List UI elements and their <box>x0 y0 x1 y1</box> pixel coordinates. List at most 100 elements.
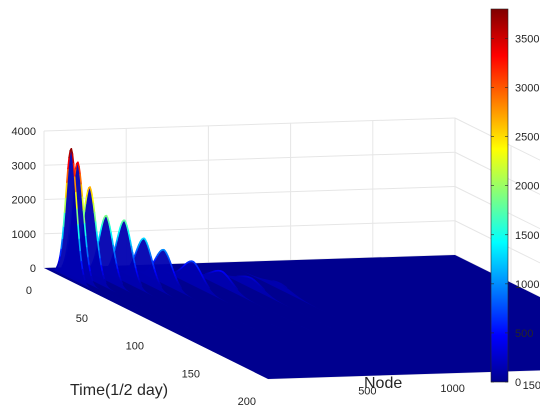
ridge-crest-segment <box>68 150 72 159</box>
ridge-crest-segment <box>81 196 85 212</box>
x-tick-label: 200 <box>238 396 256 405</box>
ridge-crest-segment <box>70 147 74 155</box>
colorbar-tick-label: 2500 <box>515 132 539 144</box>
ridge-crest-segment <box>60 237 64 249</box>
ridge-crest-segment <box>107 221 111 228</box>
y-axis-label: Node <box>364 375 402 392</box>
ridge-crest-segment <box>92 202 96 214</box>
ridge-crest-segment <box>116 235 119 242</box>
ridge-crest-segment <box>84 195 88 205</box>
surface-ridge <box>48 148 184 335</box>
ridge-crest-segment <box>132 257 136 265</box>
ridge-crest-segment <box>120 280 123 285</box>
ridge-crest-segment <box>80 184 84 199</box>
ridge-crest-segment <box>207 285 210 289</box>
surface-ridge <box>224 262 360 329</box>
surface-layer <box>44 147 540 379</box>
ridge-crest-segment <box>85 190 89 198</box>
surface-ridge <box>126 249 261 332</box>
ridge-crest-segment <box>83 202 87 213</box>
z-tick-label: 1000 <box>12 229 36 241</box>
z-tick-label: 0 <box>30 263 36 275</box>
ridge-crest-segment <box>130 245 134 254</box>
ridge-crest-segment <box>83 223 87 238</box>
ridge-crest-segment <box>71 153 75 165</box>
ridge-crest-segment <box>112 244 116 254</box>
surface-ridge <box>55 162 190 335</box>
ridge-crest-segment <box>235 286 238 290</box>
surface-ridge <box>109 238 245 333</box>
surface-ridge <box>78 215 213 334</box>
axis-layer: 0 1000 2000 3000 4000 0 50 100 150 200 500 1000 1500… <box>12 126 540 405</box>
ridge-crest-segment <box>139 282 143 287</box>
ridge-crest-segment <box>113 251 117 260</box>
ridge-crest-segment <box>114 257 118 266</box>
ridge-crest-segment <box>284 285 288 289</box>
colorbar-tick-label: 1000 <box>515 279 539 291</box>
ridge-crest-segment <box>100 264 104 273</box>
ridge-crest-segment <box>77 224 80 241</box>
ridge-crest-segment <box>81 268 85 277</box>
ridge-crest-segment <box>97 234 101 242</box>
ridge-crest-segment <box>80 260 84 271</box>
ridge-crest-segment <box>115 263 119 271</box>
x-tick-label: 50 <box>76 313 88 325</box>
ridge-crest-segment <box>79 250 83 263</box>
ridge-crest-segment <box>84 235 88 249</box>
ridge-crest-segment <box>58 254 61 263</box>
colorbar-tick-label: 3500 <box>515 33 539 45</box>
colorbar-tick-label: 2000 <box>515 181 539 193</box>
ridge-crest-segment <box>94 221 98 233</box>
colorbar-tick-label: 3000 <box>515 83 539 95</box>
ridge-crest-segment <box>61 225 65 240</box>
z-tick-label: 2000 <box>12 195 36 207</box>
ridge-crest-segment <box>82 274 86 281</box>
ridge-crest-segment <box>73 176 77 194</box>
ridge-crest-segment <box>95 231 99 243</box>
surface-ridge <box>93 220 228 334</box>
grid-line <box>43 220 456 235</box>
colorbar-tick-label: 1500 <box>515 230 539 242</box>
ridge-crest-segment <box>179 285 182 289</box>
ridge-crest-segment <box>91 195 95 205</box>
y-tick-label: 500 <box>358 385 376 397</box>
ridge-crest-segment <box>75 191 78 210</box>
ridge-crest-segment <box>66 167 69 184</box>
ridge-crest-segment <box>128 234 132 242</box>
ridge-crest-segment <box>72 163 76 178</box>
ridge-crest-segment <box>110 231 113 240</box>
ridge-crest-segment <box>262 287 265 291</box>
ridge-crest-segment <box>59 247 63 257</box>
ridge-crest-segment <box>133 262 137 270</box>
ridge-crest-segment <box>76 208 79 226</box>
ridge-crest-segment <box>127 229 130 237</box>
colorbar: 0 500 1000 1500 2000 2500 3000 3500 <box>490 8 539 389</box>
ridge-crest-segment <box>99 228 102 236</box>
y-tick-label: 1000 <box>440 383 464 395</box>
surface-ridge <box>200 263 335 330</box>
ridge-crest-segment <box>88 264 92 273</box>
colorbar-tick-label: 500 <box>515 328 533 340</box>
ridge-crest-segment <box>90 189 94 197</box>
ridge-crest-segment <box>67 156 70 170</box>
grid-line <box>43 186 456 200</box>
ridge-crest-segment <box>97 240 100 252</box>
colorbar-tick-label: 0 <box>515 377 521 389</box>
x-tick-label: 150 <box>182 368 200 380</box>
z-tick-label: 3000 <box>12 160 36 172</box>
ridge-crest-segment <box>114 239 118 247</box>
ridge-crest-segment <box>90 275 94 282</box>
ridge-crest-segment <box>103 278 107 284</box>
ridge-crest-segment <box>99 257 103 267</box>
ridge-crest-segment <box>82 209 86 225</box>
y-tick-label: 1500 <box>523 380 540 392</box>
ridge-crest-segment <box>62 211 66 228</box>
x-axis-label: Time(1/2 day) <box>70 382 168 399</box>
ridge-crest-segment <box>129 240 133 248</box>
ridge-crest-segment <box>89 270 93 278</box>
x-tick-label: 0 <box>26 285 32 297</box>
ridge-crest-segment <box>86 246 89 259</box>
ridge-crest-segment <box>98 249 101 260</box>
ridge-crest-segment <box>111 238 115 247</box>
ridge-crest-segment <box>78 165 81 176</box>
